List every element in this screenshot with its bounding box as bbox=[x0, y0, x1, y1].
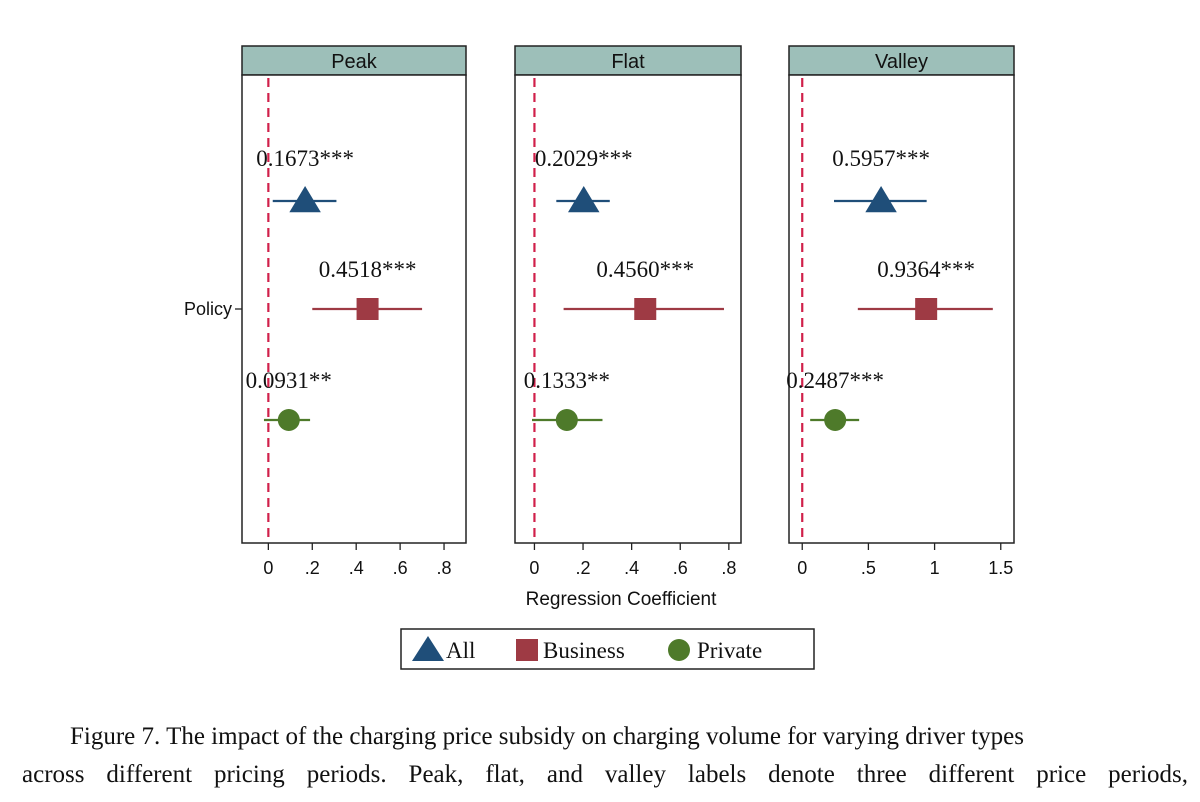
data-label-valley-all: 0.5957*** bbox=[832, 146, 930, 171]
point-peak-business bbox=[356, 298, 379, 320]
point-valley-private bbox=[824, 409, 847, 431]
x-axis-title: Regression Coefficient bbox=[526, 589, 718, 610]
x-tick-label-valley-3: 1.5 bbox=[988, 558, 1013, 578]
x-tick-label-valley-2: 1 bbox=[930, 558, 940, 578]
point-flat-business bbox=[634, 298, 657, 320]
point-flat-private bbox=[555, 409, 578, 431]
point-valley-all bbox=[865, 186, 897, 213]
figure-caption: Figure 7. The impact of the charging pri… bbox=[22, 718, 1188, 794]
x-tick-label-flat-4: .8 bbox=[721, 558, 736, 578]
panel-strip-flat bbox=[514, 45, 742, 76]
x-tick-label-peak-0: 0 bbox=[263, 558, 273, 578]
data-label-flat-business: 0.4560*** bbox=[596, 257, 694, 282]
x-tick-label-flat-2: .4 bbox=[624, 558, 639, 578]
x-tick-label-flat-0: 0 bbox=[529, 558, 539, 578]
point-peak-all bbox=[289, 186, 321, 213]
legend-label-all: All bbox=[446, 638, 475, 663]
x-tick-label-flat-1: .2 bbox=[576, 558, 591, 578]
data-label-peak-all: 0.1673*** bbox=[256, 146, 354, 171]
panel-title-valley: Valley bbox=[875, 51, 928, 73]
forest-plot-figure: Peak 0 .2 .4 .6 .8 0.1673*** 0.4518*** 0.0931** F… bbox=[184, 45, 1015, 670]
data-label-peak-private: 0.0931** bbox=[246, 368, 332, 393]
panel-title-peak: Peak bbox=[331, 51, 378, 73]
legend-label-private: Private bbox=[697, 638, 762, 663]
caption-line-2: across different pricing periods. Peak, … bbox=[22, 761, 1188, 788]
caption-line-1: Figure 7. The impact of the charging pri… bbox=[70, 723, 1024, 750]
data-label-flat-private: 0.1333** bbox=[524, 368, 610, 393]
panel-strip-peak bbox=[241, 45, 467, 76]
legend-marker-all bbox=[412, 636, 444, 661]
legend-marker-private bbox=[668, 639, 690, 661]
x-tick-label-peak-3: .6 bbox=[393, 558, 408, 578]
point-flat-all bbox=[567, 186, 600, 213]
data-label-valley-business: 0.9364*** bbox=[877, 257, 975, 282]
y-axis-label: Policy bbox=[184, 299, 232, 319]
x-tick-label-peak-2: .4 bbox=[349, 558, 364, 578]
x-tick-label-peak-4: .8 bbox=[437, 558, 452, 578]
legend-box bbox=[400, 628, 815, 670]
point-peak-private bbox=[277, 409, 300, 431]
legend-label-business: Business bbox=[543, 638, 625, 663]
x-tick-label-flat-3: .6 bbox=[673, 558, 688, 578]
data-label-valley-private: 0.2487*** bbox=[786, 368, 884, 393]
x-tick-label-peak-1: .2 bbox=[305, 558, 320, 578]
point-valley-business bbox=[915, 298, 938, 320]
data-label-flat-all: 0.2029*** bbox=[535, 146, 633, 171]
x-tick-label-valley-0: 0 bbox=[797, 558, 807, 578]
x-tick-label-valley-1: .5 bbox=[861, 558, 876, 578]
legend-marker-business bbox=[516, 639, 538, 661]
panel-title-flat: Flat bbox=[611, 51, 645, 73]
data-label-peak-business: 0.4518*** bbox=[319, 257, 417, 282]
